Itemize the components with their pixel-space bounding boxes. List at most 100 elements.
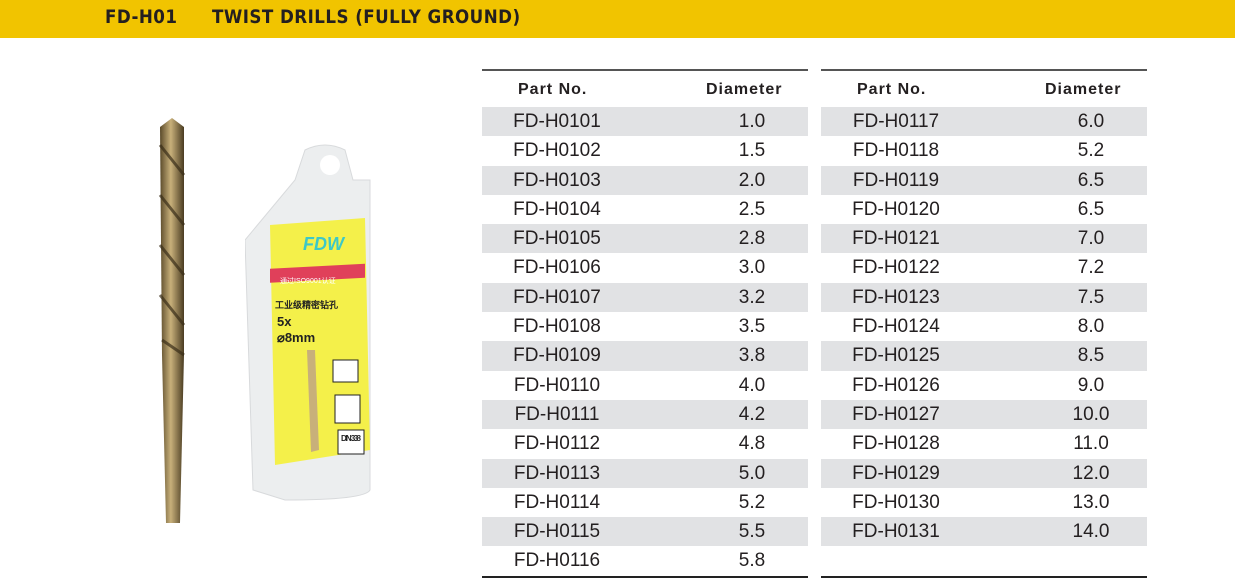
table-row: FD-H0119 6.5 [821, 165, 1147, 195]
part-no-cell: FD-H0102 [513, 140, 601, 162]
title-banner: FD-H01 TWIST DRILLS (FULLY GROUND) [0, 0, 1235, 38]
header-diameter: Diameter [706, 81, 783, 98]
twist-drill-image [158, 118, 186, 523]
table-row: FD-H0124 8.0 [821, 312, 1147, 341]
diameter-cell: 1.5 [738, 140, 766, 162]
header-diameter: Diameter [1045, 81, 1122, 98]
table-row: FD-H0117 6.0 [821, 107, 1147, 137]
diameter-cell: 4.0 [738, 374, 766, 396]
table-row: FD-H0120 6.5 [821, 195, 1147, 224]
table-row: FD-H0101 1.0 [482, 107, 808, 137]
part-no-cell: FD-H0115 [513, 521, 601, 543]
diameter-cell: 12.0 [1072, 462, 1110, 484]
diameter-cell: 3.8 [738, 345, 766, 367]
parts-table-right: Part No. Diameter FD-H0117 6.0 FD-H0118 5.2… [821, 69, 1147, 578]
part-no-cell: FD-H0108 [513, 316, 601, 338]
diameter-cell: 5.2 [1077, 140, 1105, 162]
part-no-cell: FD-H0116 [513, 550, 601, 572]
drill-package-image: FDW 通过ISO9001认证 工业级精密钻孔 5x ⌀8mm DIN 338 [245, 144, 371, 501]
diameter-cell: 6.5 [1077, 169, 1105, 191]
table-row: FD-H0115 5.5 [482, 517, 808, 547]
table-row: FD-H0108 3.5 [482, 312, 808, 341]
diameter-cell: 7.5 [1077, 286, 1105, 308]
table-row [821, 546, 1147, 575]
diameter-cell: 3.5 [738, 316, 766, 338]
table-row: FD-H0113 5.0 [482, 458, 808, 488]
diameter-cell: 8.5 [1077, 345, 1105, 367]
part-no-cell: FD-H0113 [513, 462, 601, 484]
diameter-cell: 6.0 [1077, 111, 1105, 132]
part-no-cell: FD-H0119 [852, 169, 940, 191]
diameter-cell: 7.2 [1077, 257, 1105, 279]
part-no-cell: FD-H0118 [852, 140, 940, 162]
package-iso: 通过ISO9001认证 [280, 276, 336, 285]
table-row: FD-H0114 5.2 [482, 488, 808, 517]
diameter-cell: 8.0 [1077, 316, 1105, 338]
product-code: FD-H01 [105, 6, 178, 28]
table-row: FD-H0131 14.0 [821, 517, 1147, 547]
diameter-cell: 13.0 [1072, 491, 1110, 513]
part-no-cell: FD-H0114 [513, 491, 601, 513]
part-no-cell: FD-H0111 [514, 403, 600, 425]
diameter-cell: 3.2 [738, 286, 766, 308]
table-row: FD-H0104 2.5 [482, 195, 808, 224]
diameter-cell: 11.0 [1073, 433, 1109, 455]
part-no-cell: FD-H0106 [513, 257, 601, 279]
diameter-cell: 2.5 [738, 198, 766, 220]
table-row: FD-H0128 11.0 [821, 429, 1147, 458]
table-row: FD-H0116 5.8 [482, 546, 808, 575]
part-no-cell: FD-H0117 [852, 111, 940, 132]
table-row: FD-H0123 7.5 [821, 282, 1147, 313]
table-row: FD-H0118 5.2 [821, 136, 1147, 165]
table-row: FD-H0107 3.2 [482, 282, 808, 313]
diameter-cell: 5.2 [738, 491, 766, 513]
diameter-cell: 1.0 [738, 111, 766, 132]
diameter-cell: 2.8 [738, 228, 766, 250]
part-no-cell: FD-H0121 [852, 228, 940, 250]
table-row: FD-H0106 3.0 [482, 253, 808, 282]
table-row: FD-H0126 9.0 [821, 371, 1147, 400]
table-row: FD-H0130 13.0 [821, 488, 1147, 517]
part-no-cell: FD-H0104 [513, 198, 601, 220]
diameter-cell: 9.0 [1077, 374, 1105, 396]
table-header: Part No. Diameter [821, 71, 1147, 107]
diameter-cell: 5.5 [738, 521, 766, 543]
part-no-cell: FD-H0107 [513, 286, 601, 308]
package-standard: DIN 338 [341, 434, 362, 443]
table-row: FD-H0125 8.5 [821, 341, 1147, 371]
part-no-cell: FD-H0101 [513, 111, 601, 132]
part-no-cell: FD-H0120 [852, 198, 940, 220]
table-header: Part No. Diameter [482, 71, 808, 107]
part-no-cell: FD-H0122 [852, 257, 940, 279]
table-row: FD-H0121 7.0 [821, 224, 1147, 254]
package-text: 工业级精密钻孔 [275, 299, 338, 310]
table-row: FD-H0129 12.0 [821, 458, 1147, 488]
part-no-cell: FD-H0128 [852, 433, 940, 455]
product-title: TWIST DRILLS (FULLY GROUND) [212, 6, 521, 28]
table-row: FD-H0105 2.8 [482, 224, 808, 254]
part-no-cell: FD-H0130 [852, 491, 940, 513]
diameter-cell: 5.0 [738, 462, 766, 484]
package-size: ⌀8mm [277, 330, 315, 345]
header-part-no: Part No. [518, 81, 588, 98]
table-row: FD-H0102 1.5 [482, 136, 808, 165]
diameter-cell: 6.5 [1077, 198, 1105, 220]
diameter-cell: 2.0 [738, 169, 766, 191]
part-no-cell: FD-H0131 [852, 521, 940, 543]
part-no-cell: FD-H0125 [852, 345, 940, 367]
part-no-cell: FD-H0127 [852, 403, 940, 425]
diameter-cell: 5.8 [738, 550, 766, 572]
table-row: FD-H0112 4.8 [482, 429, 808, 458]
part-no-cell: FD-H0124 [852, 316, 940, 338]
part-no-cell: FD-H0112 [513, 433, 601, 455]
diameter-cell: 3.0 [738, 257, 766, 279]
part-no-cell: FD-H0105 [513, 228, 601, 250]
table-row: FD-H0122 7.2 [821, 253, 1147, 282]
part-no-cell: FD-H0103 [513, 169, 601, 191]
part-no-cell: FD-H0123 [852, 286, 940, 308]
part-no-cell: FD-H0109 [513, 345, 601, 367]
diameter-cell: 10.0 [1072, 403, 1110, 425]
diameter-cell: 7.0 [1077, 228, 1105, 250]
table-row: FD-H0103 2.0 [482, 165, 808, 195]
table-row: FD-H0110 4.0 [482, 371, 808, 400]
